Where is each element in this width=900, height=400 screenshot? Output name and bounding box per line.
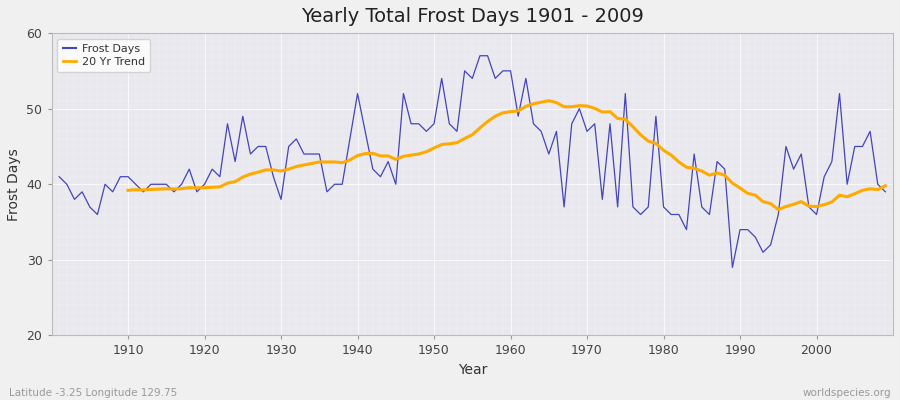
20 Yr Trend [773,207,784,212]
Frost Days [505,68,516,73]
Frost Days [284,144,294,149]
Frost Days [513,114,524,119]
Frost Days [54,174,65,179]
Line: Frost Days: Frost Days [59,56,886,268]
20 Yr Trend [834,193,845,198]
20 Yr Trend [513,108,524,113]
20 Yr Trend [880,183,891,188]
Frost Days [329,182,340,187]
Legend: Frost Days, 20 Yr Trend: Frost Days, 20 Yr Trend [57,39,150,72]
20 Yr Trend [581,104,592,108]
Title: Yearly Total Frost Days 1901 - 2009: Yearly Total Frost Days 1901 - 2009 [301,7,644,26]
Frost Days [727,265,738,270]
20 Yr Trend [544,98,554,103]
20 Yr Trend [268,168,279,172]
20 Yr Trend [299,162,310,167]
Frost Days [605,121,616,126]
Y-axis label: Frost Days: Frost Days [7,148,21,221]
Frost Days [474,53,485,58]
20 Yr Trend [122,188,133,193]
X-axis label: Year: Year [457,363,487,377]
Text: Latitude -3.25 Longitude 129.75: Latitude -3.25 Longitude 129.75 [9,388,177,398]
Line: 20 Yr Trend: 20 Yr Trend [128,101,886,210]
Frost Days [115,174,126,179]
Frost Days [880,190,891,194]
20 Yr Trend [857,188,868,193]
Text: worldspecies.org: worldspecies.org [803,388,891,398]
